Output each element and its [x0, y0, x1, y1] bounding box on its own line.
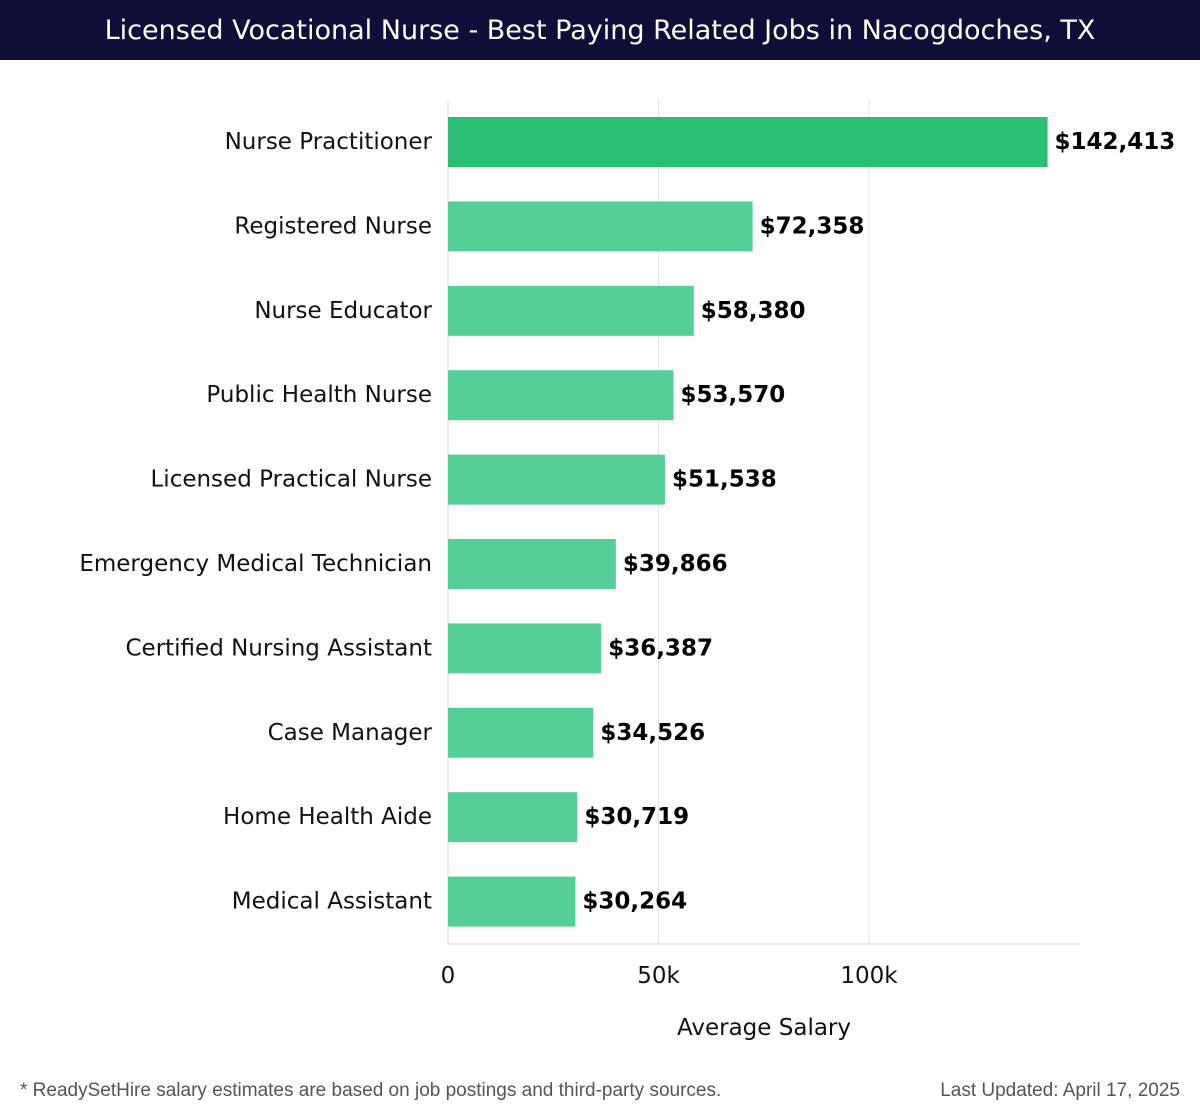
value-label: $36,387 — [608, 635, 713, 661]
category-label: Licensed Practical Nurse — [150, 467, 432, 493]
value-label: $142,413 — [1055, 129, 1176, 155]
bar — [448, 285, 694, 336]
bar — [448, 539, 616, 589]
footer-disclaimer: * ReadySetHire salary estimates are base… — [20, 1080, 722, 1101]
category-label: Public Health Nurse — [206, 382, 432, 408]
category-label: Case Manager — [268, 720, 433, 746]
category-label: Certified Nursing Assistant — [125, 635, 432, 661]
chart-title-bar: Licensed Vocational Nurse - Best Paying … — [0, 0, 1200, 60]
bar — [448, 623, 602, 674]
category-label: Nurse Practitioner — [225, 129, 433, 155]
value-label: $58,380 — [701, 298, 806, 324]
salary-bar-chart: Nurse Practitioner $142,413 Registered Nur… — [79, 100, 1176, 1041]
bar — [448, 117, 1048, 167]
category-label: Registered Nurse — [234, 213, 432, 239]
bar — [448, 707, 594, 758]
category-label: Medical Assistant — [232, 889, 432, 915]
x-tick-label: 100k — [840, 963, 898, 989]
bar — [448, 876, 576, 927]
value-label: $53,570 — [681, 382, 786, 408]
value-label: $30,719 — [584, 804, 689, 830]
x-tick-label: 50k — [637, 963, 680, 989]
value-label: $51,538 — [672, 467, 777, 493]
value-label: $34,526 — [600, 720, 705, 746]
x-axis-title: Average Salary — [677, 1015, 851, 1041]
category-label: Nurse Educator — [254, 298, 432, 324]
category-label: Home Health Aide — [223, 804, 432, 830]
value-label: $72,358 — [760, 213, 865, 239]
x-tick-label: 0 — [441, 963, 456, 989]
chart-title: Licensed Vocational Nurse - Best Paying … — [104, 14, 1096, 46]
value-label: $30,264 — [582, 889, 687, 915]
footer-last-updated: Last Updated: April 17, 2025 — [940, 1080, 1180, 1101]
bar — [448, 201, 753, 252]
bar — [448, 454, 665, 505]
value-label: $39,866 — [623, 551, 728, 577]
bar — [448, 370, 674, 421]
bar — [448, 792, 578, 843]
category-label: Emergency Medical Technician — [79, 551, 432, 577]
